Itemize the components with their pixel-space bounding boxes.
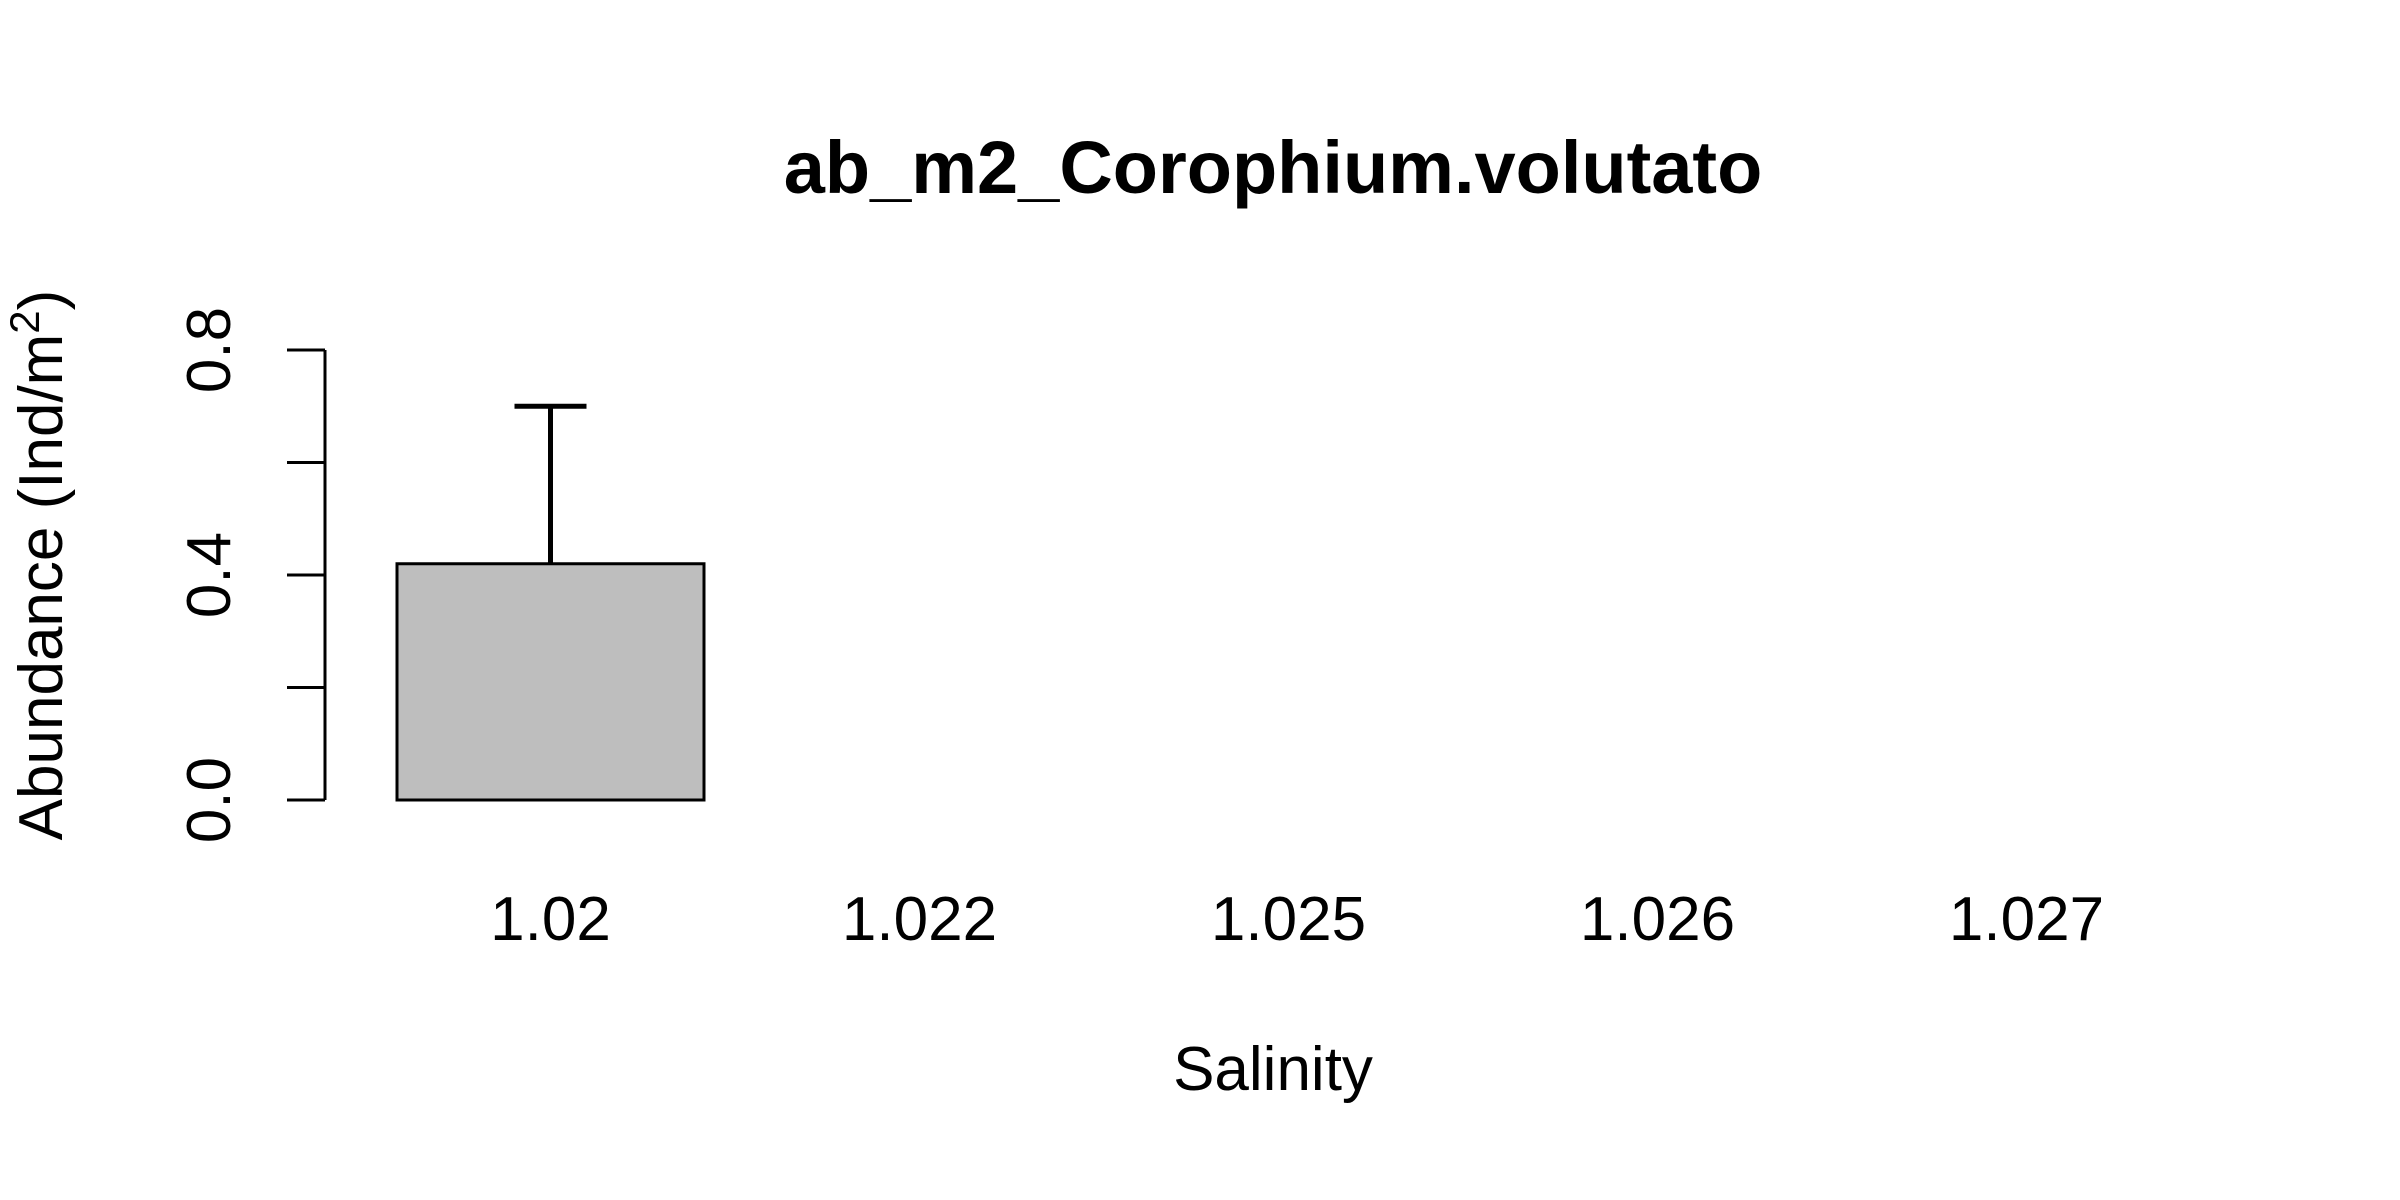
x-axis-label: Salinity: [1173, 1035, 1373, 1104]
y-tick-label: 0.0: [175, 757, 244, 843]
y-axis-label-text: Abundance (Ind/m: [7, 334, 76, 841]
x-tick-label: 1.02: [490, 885, 611, 954]
y-axis-label: Abundance (Ind/m2): [1, 290, 77, 841]
y-tick-label: 0.8: [175, 307, 244, 393]
bars-group: [395, 403, 706, 802]
x-tick-label: 1.026: [1580, 885, 1735, 954]
x-tick-label: 1.027: [1949, 885, 2104, 954]
x-tick-label: 1.025: [1211, 885, 1366, 954]
bar: [395, 562, 706, 802]
y-axis-label-suffix: ): [7, 290, 76, 311]
y-axis: 0.0 0.4 0.8: [175, 307, 327, 843]
x-tick-label: 1.022: [842, 885, 997, 954]
x-tick-labels: 1.02 1.022 1.025 1.026 1.027: [490, 885, 2104, 954]
chart-title: ab_m2_Corophium.volutato: [784, 126, 1763, 209]
y-tick-label: 0.4: [175, 532, 244, 618]
y-axis-label-superscript: 2: [1, 310, 48, 333]
